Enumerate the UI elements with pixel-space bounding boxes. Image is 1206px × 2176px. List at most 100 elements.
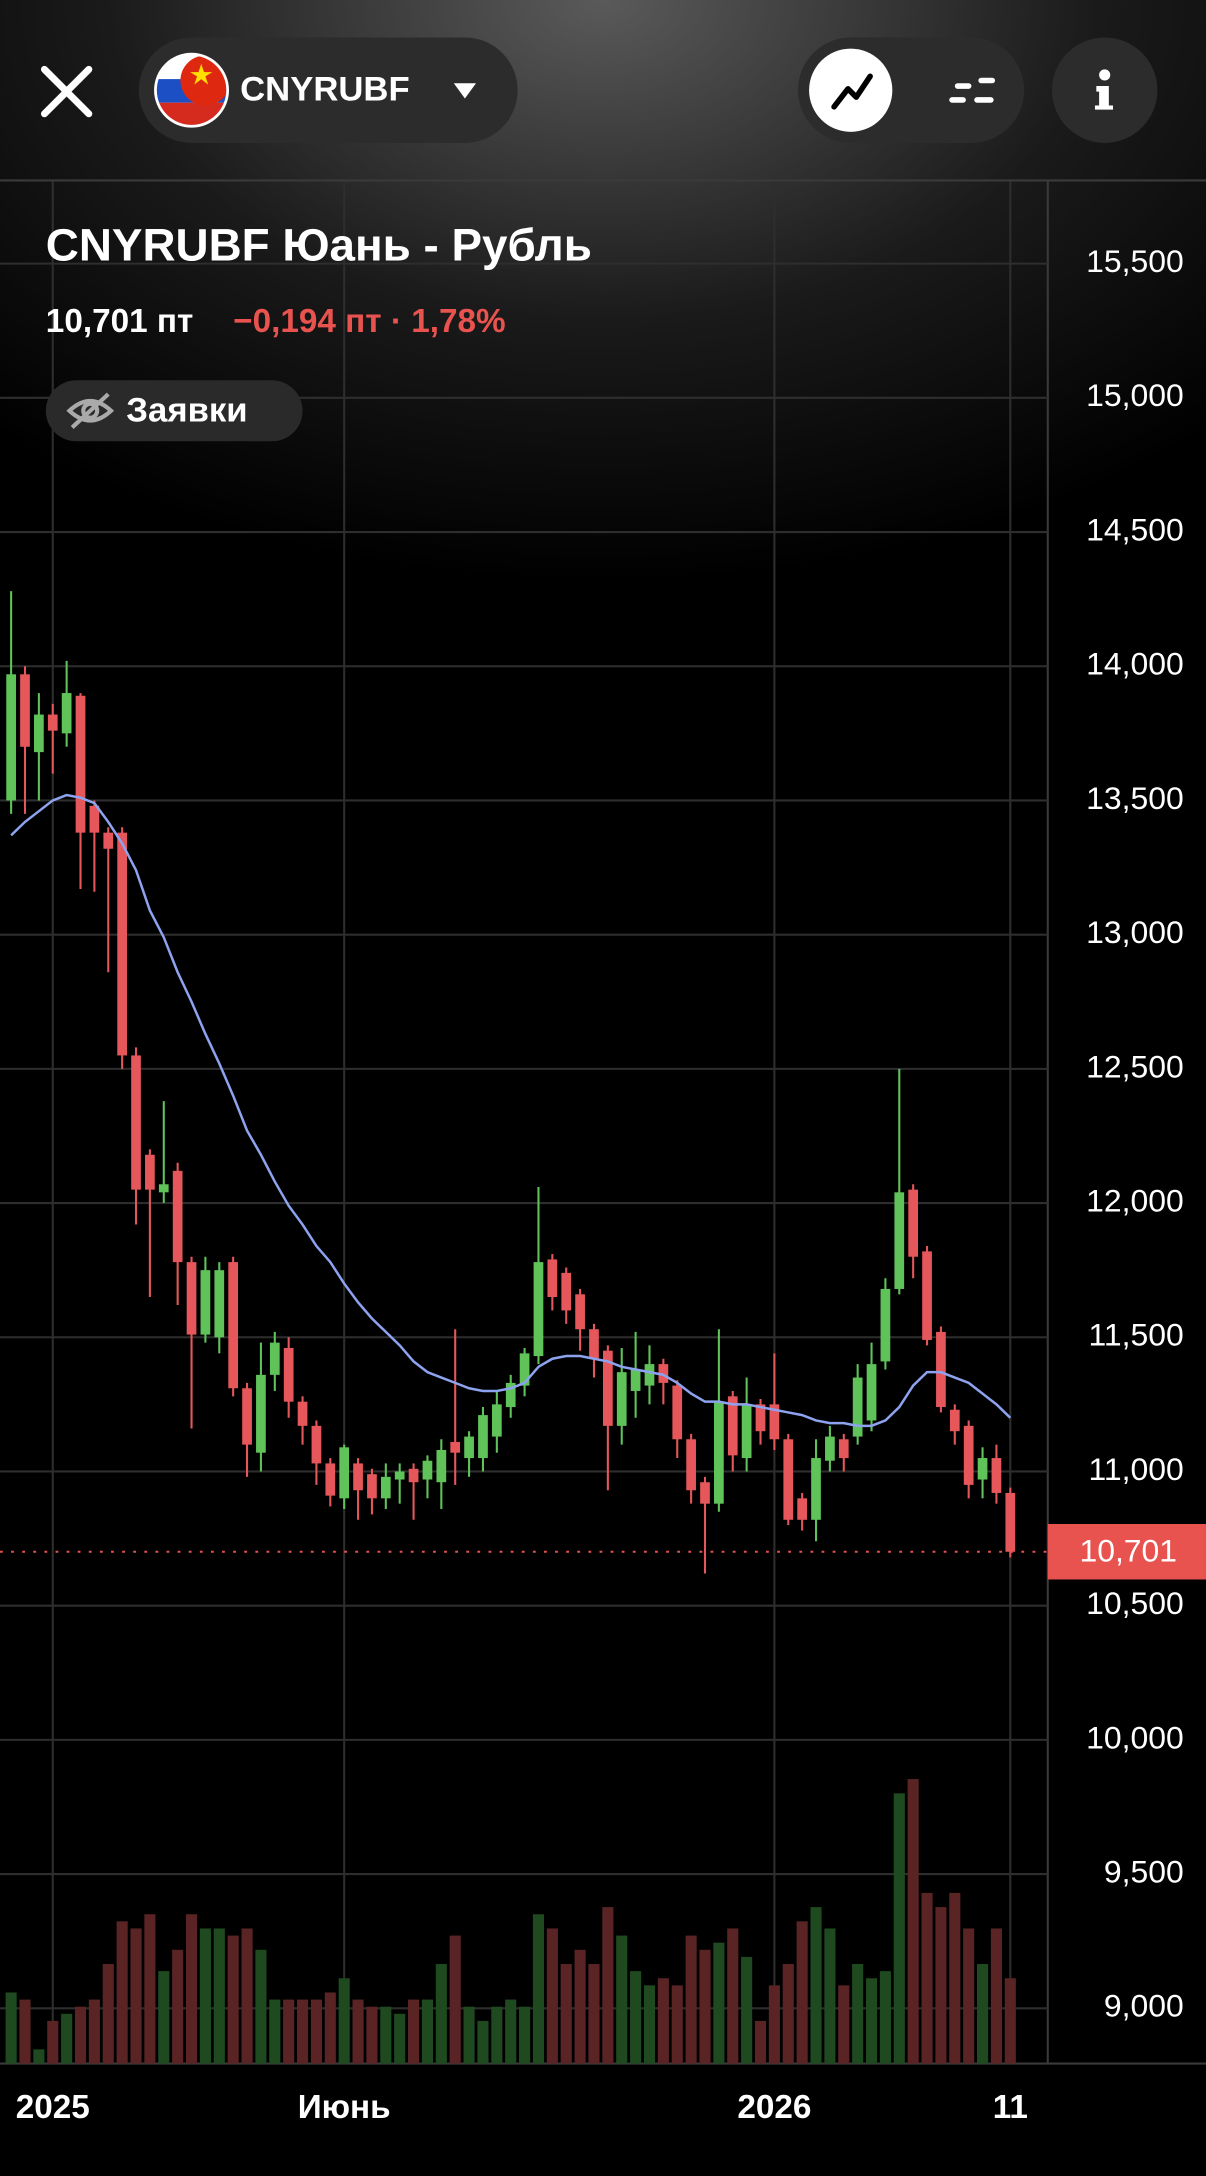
volume-bar (990, 1928, 1002, 2064)
volume-bar (199, 1928, 211, 2064)
y-tick-label: 14,500 (1086, 511, 1184, 547)
candle-body (20, 674, 30, 747)
volume-bar (380, 2006, 392, 2064)
volume-bar (699, 1949, 711, 2064)
volume-bar (158, 1971, 170, 2064)
candle-body (394, 1471, 405, 1480)
candle-body (714, 1401, 724, 1504)
y-tick-label: 11,000 (1089, 1451, 1184, 1487)
chart-title: CNYRUBF Юань - Рубль (46, 220, 592, 271)
volume-bar (5, 1992, 17, 2064)
candle-body (505, 1382, 516, 1408)
x-tick-label: Июнь (298, 2089, 391, 2126)
volume-bar (852, 1964, 864, 2064)
candle-body (491, 1404, 502, 1437)
candle-body (283, 1348, 294, 1402)
volume-bar (297, 1999, 309, 2064)
volume-bar (505, 1999, 517, 2064)
candle-body (158, 1184, 169, 1193)
volume-bar (685, 1935, 697, 2064)
candle-body (838, 1439, 849, 1459)
candle-body (852, 1377, 863, 1437)
candle-body (172, 1170, 183, 1263)
candle-body (47, 714, 58, 731)
volume-bar (949, 1892, 961, 2064)
candle-body (894, 1192, 905, 1289)
volume-bar (33, 2049, 45, 2064)
volume-bar (172, 1949, 184, 2064)
x-tick-label: 2025 (16, 2089, 90, 2126)
candle-body (34, 714, 44, 753)
y-tick-label: 9,000 (1104, 1988, 1184, 2024)
candle-body (242, 1388, 252, 1445)
volume-bar (185, 1914, 198, 2064)
candle-body (1005, 1492, 1016, 1552)
candle-body (783, 1439, 794, 1520)
info-button[interactable] (1051, 37, 1158, 143)
candle-body (131, 1055, 141, 1190)
volume-bar (907, 1779, 919, 2064)
candle-body (700, 1482, 710, 1504)
volume-bar (657, 1978, 669, 2064)
volume-bar (935, 1907, 947, 2064)
candle-body (408, 1468, 419, 1483)
volume-bar (130, 1928, 142, 2064)
candle-body (422, 1460, 433, 1480)
candle-body (963, 1425, 974, 1485)
close-button[interactable] (40, 65, 93, 118)
chart-type-toggle[interactable] (797, 37, 1025, 143)
moving-average-line (10, 793, 1012, 1428)
candle-body (672, 1385, 683, 1440)
ticker-selector[interactable]: CNYRUBF (138, 37, 518, 143)
y-tick-label: 10,500 (1086, 1585, 1184, 1621)
orders-label: Заявки (126, 391, 247, 429)
volume-bar (602, 1907, 614, 2064)
candle-body (200, 1270, 211, 1335)
candle-body (769, 1404, 780, 1440)
volume-bar (713, 1942, 725, 2064)
candle-body (825, 1436, 835, 1461)
volume-bar (269, 1999, 281, 2064)
candle-body (575, 1294, 585, 1330)
volume-bar (61, 2013, 73, 2064)
volume-bar (671, 1985, 683, 2064)
volume-bar (560, 1964, 572, 2064)
volume-bar (630, 1971, 642, 2064)
candle-body (533, 1262, 544, 1357)
volume-bar (213, 1928, 225, 2064)
candle-body (353, 1463, 363, 1491)
candle-body (908, 1189, 919, 1257)
volume-bar (283, 1999, 295, 2064)
orders-toggle[interactable]: Заявки (45, 380, 303, 442)
candle-body (6, 674, 16, 801)
candle-body (644, 1364, 655, 1386)
candle-body (922, 1251, 932, 1340)
ticker: CNYRUBF (240, 71, 410, 109)
candle-body (561, 1272, 572, 1311)
volume-bar (394, 2013, 406, 2064)
volume-bar (241, 1928, 253, 2064)
candle-body (478, 1415, 488, 1459)
volume-bar (144, 1914, 156, 2064)
volume-bar (421, 1999, 433, 2064)
volume-bar (324, 1992, 336, 2064)
volume-bar (574, 1949, 586, 2064)
candle-body (603, 1350, 613, 1426)
candle-body (547, 1259, 558, 1298)
volume-bar (1004, 1978, 1016, 2064)
y-tick-label: 10,000 (1086, 1719, 1184, 1755)
candle-body (630, 1369, 641, 1391)
volume-bar (227, 1935, 239, 2064)
candle-body (61, 693, 72, 734)
y-tick-label: 11,500 (1089, 1317, 1184, 1353)
candle-body (186, 1262, 197, 1335)
volume-bar (879, 1971, 891, 2064)
volume-bar (310, 1999, 322, 2064)
candle-body (727, 1396, 738, 1456)
candle-body (117, 832, 127, 1056)
price-change: −0,194 пт · 1,78% (233, 303, 505, 340)
x-tick-label: 11 (993, 2089, 1028, 2126)
candle-body (741, 1404, 752, 1459)
y-tick-label: 12,500 (1086, 1048, 1184, 1084)
